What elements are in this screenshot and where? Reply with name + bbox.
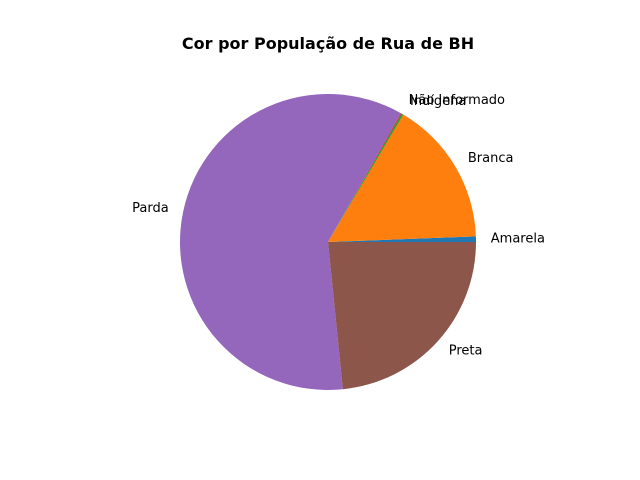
slice-label-nao-informado: Não Informado [409, 93, 505, 108]
pie-slice-nao-informado [328, 113, 402, 243]
pie-slice-branca [328, 114, 476, 242]
slice-label-preta: Preta [449, 344, 483, 359]
slice-label-indigena: Indígena [410, 94, 466, 109]
slice-label-branca: Branca [468, 151, 514, 166]
pie-slice-preta [328, 242, 476, 390]
pie-slice-indigena [328, 113, 404, 242]
chart-title: Cor por População de Rua de BH [182, 34, 474, 53]
pie-slices [179, 93, 476, 390]
slice-label-parda: Parda [132, 201, 169, 216]
pie-slice-amarela [328, 236, 476, 242]
slice-label-amarela: Amarela [491, 231, 545, 246]
pie-slice-parda [179, 93, 401, 390]
